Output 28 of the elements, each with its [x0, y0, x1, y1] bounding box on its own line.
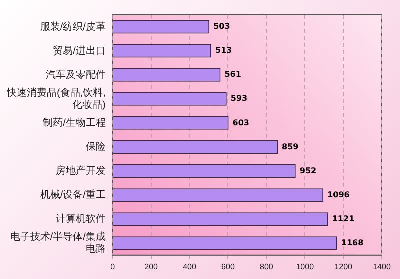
x-tick-label: 600: [222, 262, 236, 272]
data-label: 859: [282, 142, 300, 152]
x-tick-label: 0: [110, 262, 116, 272]
data-label: 603: [232, 118, 250, 128]
y-tick-label: 保险: [86, 140, 106, 153]
y-tick-label: 汽车及零配件: [46, 68, 106, 81]
y-tick-label: 服装/纺织/皮革: [40, 20, 106, 33]
data-label: 1121: [332, 214, 356, 224]
data-label: 952: [300, 166, 317, 176]
x-tick-label: 1400: [373, 262, 392, 272]
data-label: 593: [230, 94, 248, 104]
y-tick-label: 制药/生物工程: [43, 116, 106, 129]
y-tick-label: 电子技术/半导体/集成电路: [10, 231, 106, 256]
x-tick-label: 1000: [296, 262, 315, 272]
data-label: 1096: [328, 190, 350, 200]
data-label: 561: [224, 70, 242, 80]
x-tick-label: 400: [183, 262, 197, 272]
y-tick-label: 房地产开发: [56, 165, 106, 178]
y-tick-label: 计算机软件: [56, 213, 106, 226]
x-tick-label: 200: [144, 262, 159, 272]
y-tick-label: 机械/设备/重工: [40, 189, 106, 202]
data-label: 1168: [341, 238, 364, 248]
x-tick-label: 1200: [334, 262, 354, 272]
y-tick-label: 快速消费品(食品,饮料,化妆品): [6, 86, 106, 111]
y-tick-label: 贸易/进出口: [53, 44, 106, 57]
data-label: 513: [216, 46, 232, 56]
x-tick-label: 800: [260, 262, 274, 272]
data-label: 503: [214, 22, 230, 32]
